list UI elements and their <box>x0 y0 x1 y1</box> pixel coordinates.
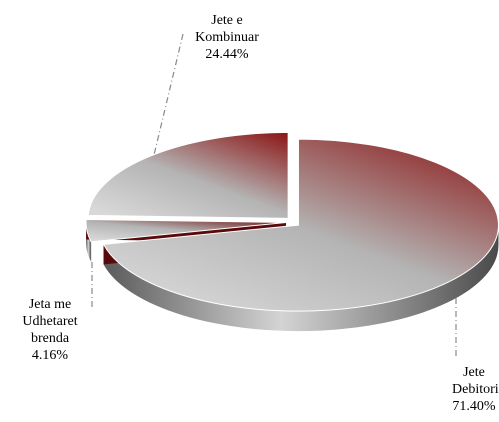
label-name: Jete Debitori <box>452 365 499 397</box>
slice-side <box>103 225 499 332</box>
slice <box>87 131 289 219</box>
slice-label: Jete Debitori 71.40% <box>452 364 499 415</box>
leader-line <box>153 33 184 156</box>
slice <box>102 138 499 312</box>
label-name: Jeta me Udhetaret brenda <box>22 297 78 346</box>
slice <box>85 218 287 243</box>
label-value: 24.44% <box>205 47 249 62</box>
slice-label: Jeta me Udhetaret brenda 4.16% <box>12 296 88 364</box>
label-name: Jete e Kombinuar <box>195 13 259 45</box>
label-value: 4.16% <box>31 348 69 363</box>
label-value: 71.40% <box>452 399 496 414</box>
slice-label: Jete e Kombinuar 24.44% <box>184 12 270 63</box>
